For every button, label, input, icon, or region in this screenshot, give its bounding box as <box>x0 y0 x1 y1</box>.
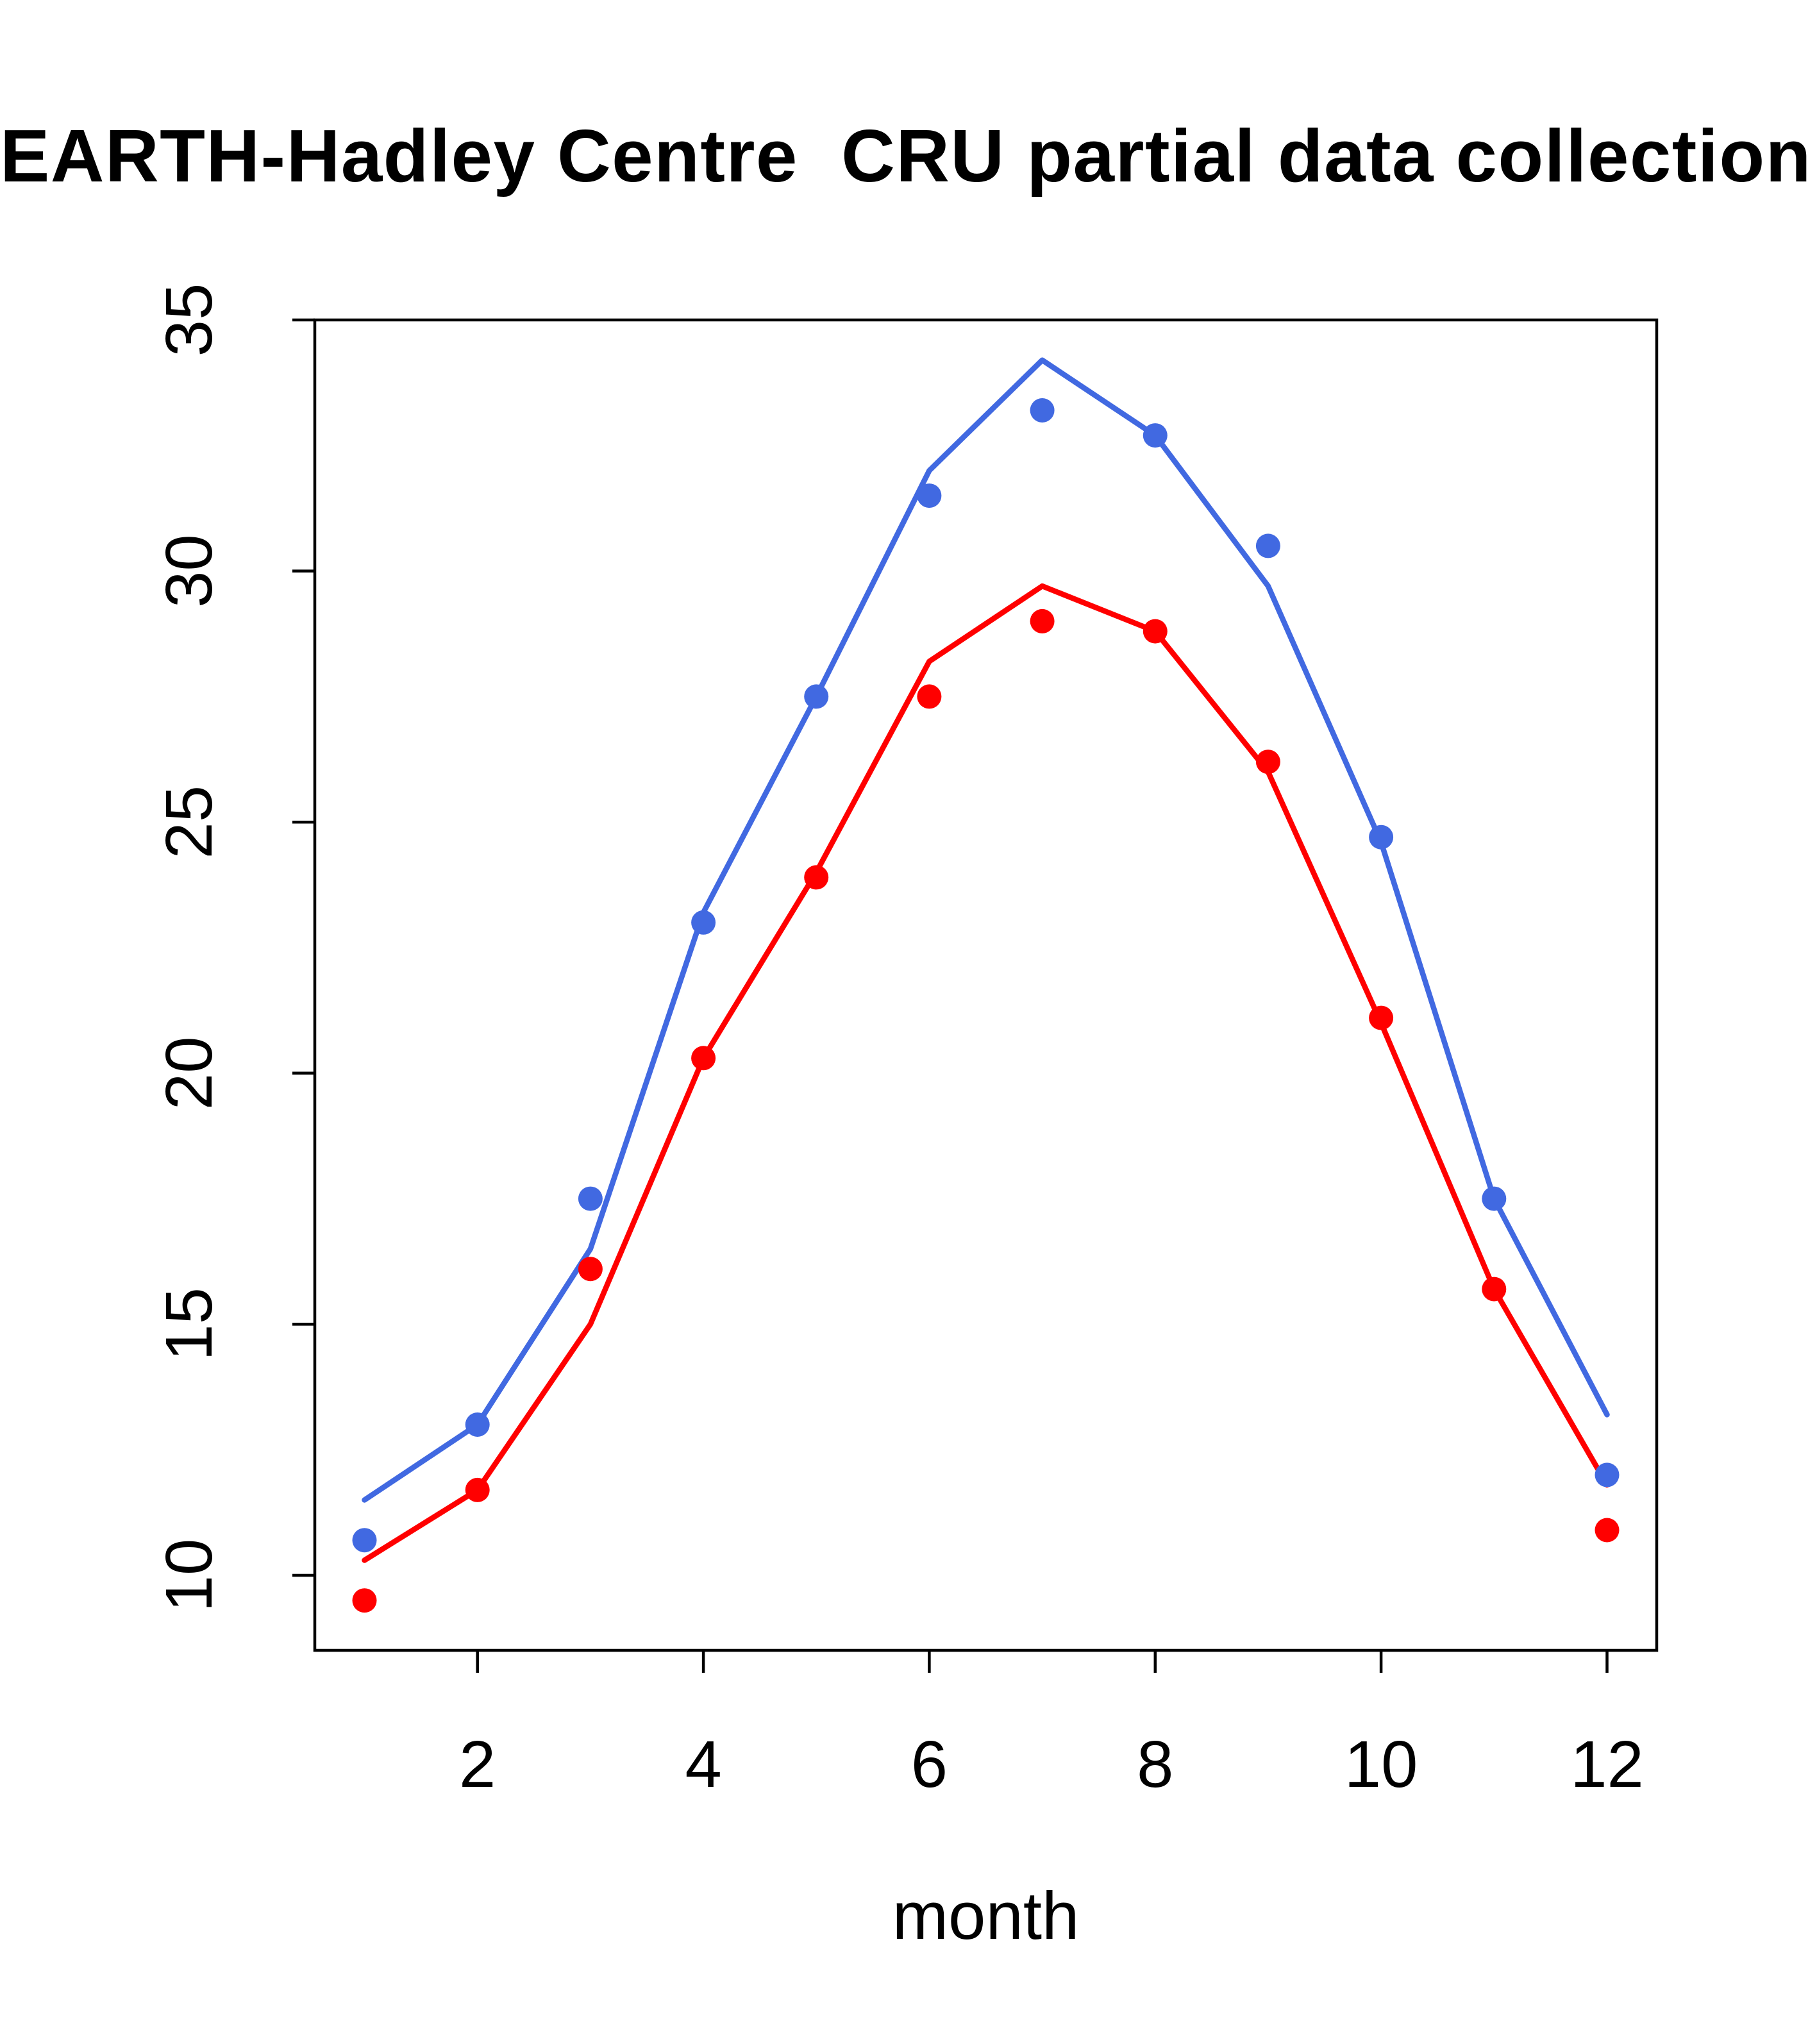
svg-text:month: month <box>892 1879 1080 1954</box>
svg-text:30: 30 <box>152 534 226 608</box>
svg-text:2: 2 <box>459 1727 496 1801</box>
svg-text:6: 6 <box>911 1727 948 1801</box>
svg-text:4: 4 <box>685 1727 721 1801</box>
svg-text:25: 25 <box>152 785 226 859</box>
svg-text:35: 35 <box>152 283 226 357</box>
svg-text:EARTH-Hadley Centre CRU parti: EARTH-Hadley Centre CRU partial data col… <box>0 114 1812 197</box>
svg-text:8: 8 <box>1137 1727 1173 1801</box>
svg-text:10: 10 <box>1344 1727 1418 1801</box>
svg-text:10: 10 <box>152 1539 226 1613</box>
svg-text:20: 20 <box>152 1037 226 1110</box>
svg-text:12: 12 <box>1570 1727 1644 1801</box>
svg-text:15: 15 <box>152 1287 226 1361</box>
